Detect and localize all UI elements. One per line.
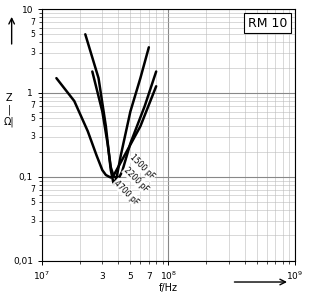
Text: 5: 5 [30, 114, 35, 123]
Text: 3: 3 [99, 272, 105, 281]
Text: 2200 pF: 2200 pF [122, 166, 150, 194]
Text: 5: 5 [128, 272, 133, 281]
Y-axis label: Z
|
Ω|: Z | Ω| [4, 93, 15, 127]
Text: 4700 pF: 4700 pF [112, 178, 141, 207]
Text: 7: 7 [30, 185, 35, 194]
X-axis label: f/Hz: f/Hz [159, 283, 178, 293]
Text: 7: 7 [30, 101, 35, 110]
Text: 1500 pF: 1500 pF [128, 153, 156, 181]
Text: 3: 3 [30, 48, 35, 57]
Text: 5: 5 [30, 198, 35, 207]
Text: 7: 7 [146, 272, 152, 281]
Text: 3: 3 [30, 132, 35, 141]
Text: RM 10: RM 10 [248, 17, 287, 30]
Text: 5: 5 [30, 30, 35, 39]
Text: 7: 7 [30, 18, 35, 27]
Text: 3: 3 [30, 216, 35, 225]
